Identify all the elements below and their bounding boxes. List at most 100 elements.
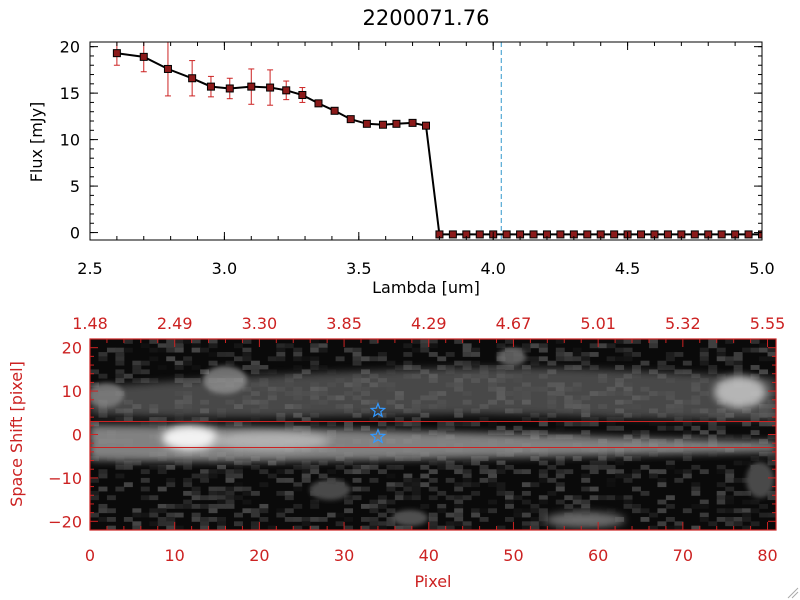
noise-pixel — [225, 495, 235, 501]
noise-pixel — [233, 473, 243, 479]
noise-pixel — [183, 339, 193, 344]
noise-pixel — [115, 373, 125, 379]
noise-pixel — [115, 417, 125, 422]
noise-pixel — [420, 339, 430, 344]
noise-pixel — [377, 503, 387, 509]
noise-pixel — [327, 469, 337, 475]
noise-pixel — [140, 495, 150, 501]
noise-pixel — [674, 425, 684, 431]
noise-pixel — [225, 473, 235, 479]
noise-pixel — [716, 516, 726, 522]
noise-pixel — [572, 356, 582, 362]
noise-pixel — [200, 369, 210, 375]
noise-pixel — [767, 512, 776, 518]
noise-pixel — [581, 464, 591, 470]
noise-pixel — [386, 516, 396, 522]
noise-pixel — [369, 525, 379, 530]
noise-pixel — [530, 508, 540, 514]
noise-pixel — [250, 360, 260, 366]
noise-pixel — [767, 347, 776, 353]
noise-pixel — [132, 525, 142, 530]
noise-pixel — [208, 343, 218, 349]
noise-pixel — [208, 360, 218, 366]
noise-pixel — [394, 464, 404, 470]
noise-pixel — [682, 417, 692, 422]
noise-pixel — [174, 503, 184, 509]
noise-pixel — [242, 421, 252, 427]
noise-pixel — [504, 490, 514, 496]
noise-pixel — [369, 521, 379, 527]
noise-pixel — [657, 482, 667, 488]
noise-pixel — [742, 525, 752, 530]
noise-pixel — [767, 490, 776, 496]
resize-grip[interactable] — [787, 587, 799, 599]
noise-pixel — [564, 356, 574, 362]
noise-pixel — [293, 352, 303, 357]
noise-pixel — [267, 356, 277, 362]
noise-pixel — [725, 339, 735, 344]
noise-pixel — [386, 464, 396, 470]
noise-pixel — [504, 495, 514, 501]
noise-pixel — [733, 490, 743, 496]
axis-ticks — [89, 42, 763, 240]
noise-pixel — [310, 516, 320, 522]
noise-pixel — [377, 512, 387, 518]
noise-pixel — [708, 339, 718, 344]
noise-pixel — [301, 425, 311, 431]
noise-pixel — [496, 343, 506, 349]
noise-pixel — [750, 365, 760, 370]
noise-pixel — [716, 508, 726, 514]
noise-pixel — [564, 365, 574, 370]
noise-pixel — [293, 516, 303, 522]
noise-pixel — [318, 365, 328, 370]
noise-pixel — [233, 421, 243, 427]
noise-pixel — [200, 473, 210, 479]
noise-pixel — [699, 430, 709, 435]
data-point — [502, 230, 511, 239]
noise-pixel — [640, 516, 650, 522]
noise-pixel — [242, 365, 252, 370]
noise-pixel — [767, 495, 776, 501]
noise-pixel — [149, 339, 159, 344]
noise-pixel — [174, 417, 184, 422]
data-point — [314, 99, 323, 108]
noise-pixel — [716, 469, 726, 475]
noise-pixel — [648, 469, 658, 475]
top-tick-label: 5.01 — [580, 314, 616, 333]
noise-pixel — [98, 356, 108, 362]
y-axis-label: Space Shift [pixel] — [7, 361, 26, 507]
noise-pixel — [284, 495, 294, 501]
tick-labels: 2.5 3.0 3.5 4.0 4.5 5.0 0 5 10 15 20 — [60, 38, 775, 278]
noise-pixel — [708, 421, 718, 427]
data-point — [475, 230, 484, 239]
noise-pixel — [183, 360, 193, 366]
x-tick-label: 4.5 — [615, 259, 640, 278]
noise-pixel — [149, 421, 159, 427]
noise-pixel — [530, 356, 540, 362]
x-tick-label: 60 — [588, 546, 608, 565]
noise-pixel — [166, 503, 176, 509]
noise-pixel — [284, 343, 294, 349]
noise-pixel — [191, 339, 201, 344]
noise-pixel — [437, 425, 447, 431]
noise-pixel — [310, 365, 320, 370]
noise-pixel — [733, 356, 743, 362]
noise-pixel — [200, 516, 210, 522]
noise-pixel — [665, 525, 675, 530]
top-tick-label: 4.29 — [411, 314, 447, 333]
noise-pixel — [521, 356, 531, 362]
y-tick-label: −20 — [48, 512, 82, 531]
noise-pixel — [310, 339, 320, 344]
noise-pixel — [233, 486, 243, 492]
noise-pixel — [250, 525, 260, 530]
faint-blob — [545, 512, 625, 528]
noise-pixel — [191, 343, 201, 349]
noise-pixel — [411, 339, 421, 344]
noise-pixel — [310, 421, 320, 427]
noise-pixel — [538, 460, 548, 466]
noise-pixel — [572, 508, 582, 514]
noise-pixel — [157, 508, 167, 514]
noise-pixel — [217, 490, 227, 496]
noise-pixel — [555, 473, 565, 479]
noise-pixel — [98, 352, 108, 357]
